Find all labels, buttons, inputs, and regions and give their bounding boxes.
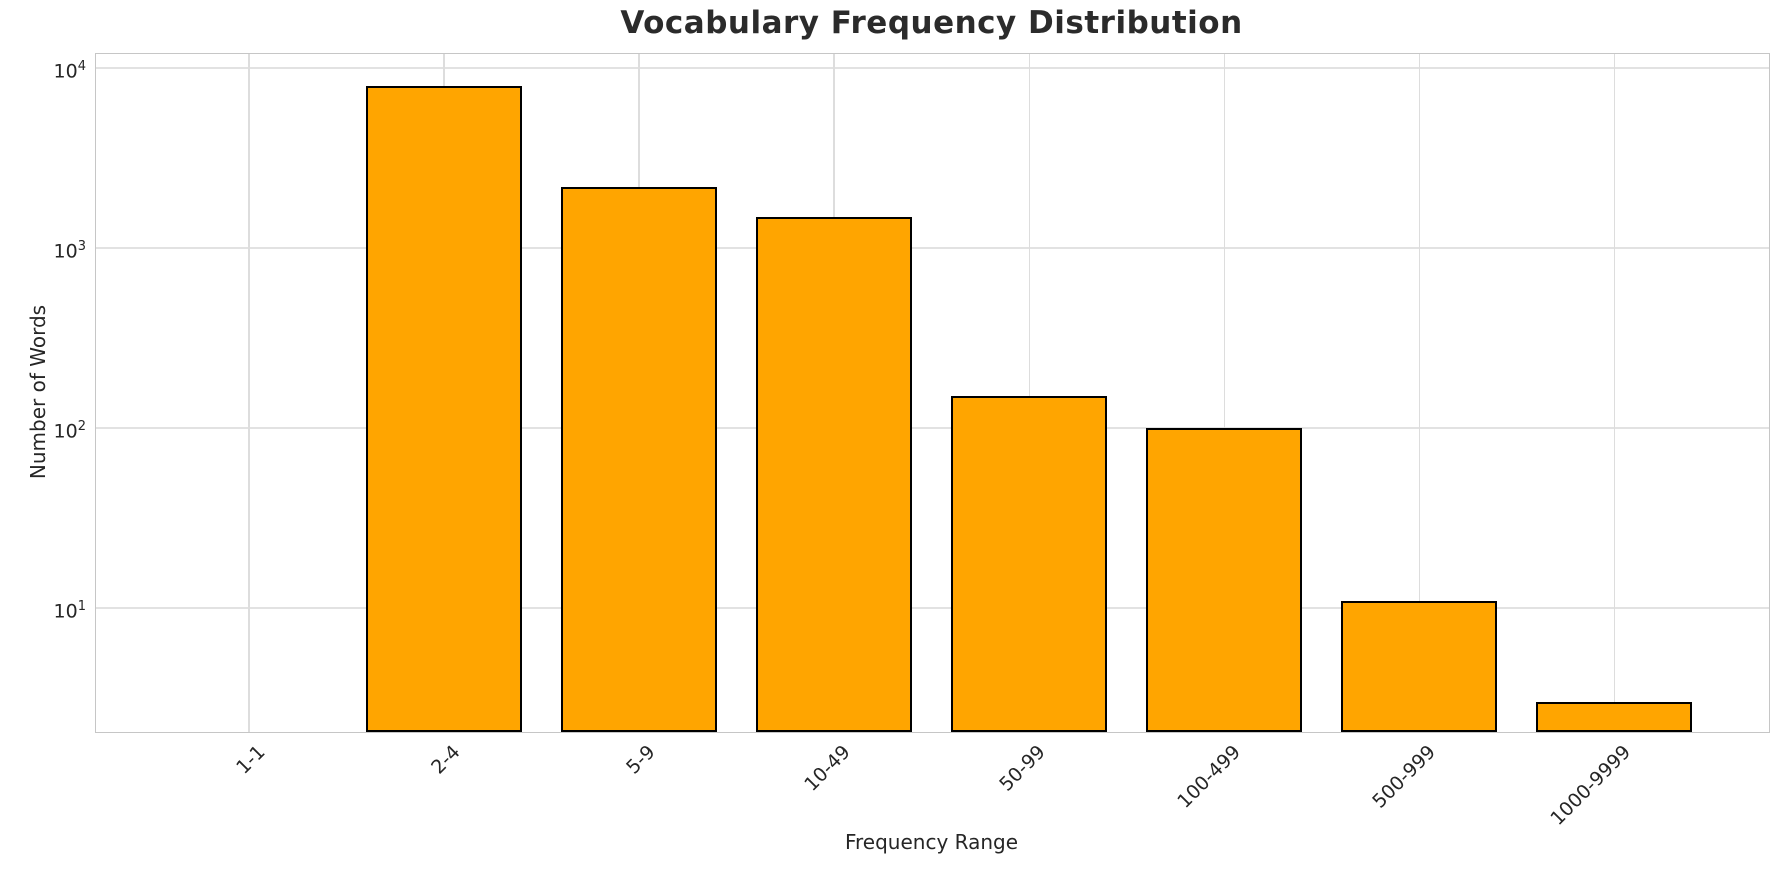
x-tick-label: 1000-9999 (1546, 741, 1636, 830)
y-gridline (96, 247, 1769, 249)
chart-title: Vocabulary Frequency Distribution (620, 5, 1243, 41)
y-tick-label: 102 (53, 419, 86, 443)
x-tick-label: 5-9 (622, 741, 660, 779)
x-gridline (1028, 54, 1031, 732)
x-tick-label: 100-499 (1173, 741, 1245, 813)
x-tick-label: 10-49 (800, 741, 855, 796)
x-tick-label: 50-99 (995, 741, 1050, 796)
bar-500-999 (1341, 600, 1498, 732)
bar-5-9 (561, 186, 718, 732)
x-gridline (1418, 54, 1421, 732)
y-tick-label: 101 (53, 599, 86, 623)
y-gridline (96, 607, 1769, 609)
bar-10-49 (756, 216, 913, 732)
y-tick-label: 104 (53, 59, 86, 83)
y-gridline (96, 67, 1769, 69)
x-gridline (1223, 54, 1226, 732)
bar-2-4 (366, 85, 523, 732)
bar-100-499 (1146, 428, 1303, 732)
y-gridline (96, 427, 1769, 429)
x-gridline (1613, 54, 1616, 732)
x-axis-label: Frequency Range (844, 830, 1019, 854)
y-tick-label: 103 (53, 239, 86, 263)
x-tick-label: 500-999 (1368, 741, 1440, 813)
x-gridline (248, 54, 250, 732)
plot-area (95, 53, 1770, 733)
bar-1000-9999 (1536, 702, 1693, 732)
x-tick-label: 1-1 (232, 741, 270, 779)
y-axis-label: Number of Words (26, 304, 50, 480)
x-tick-label: 2-4 (427, 741, 465, 779)
bar-50-99 (951, 396, 1108, 732)
